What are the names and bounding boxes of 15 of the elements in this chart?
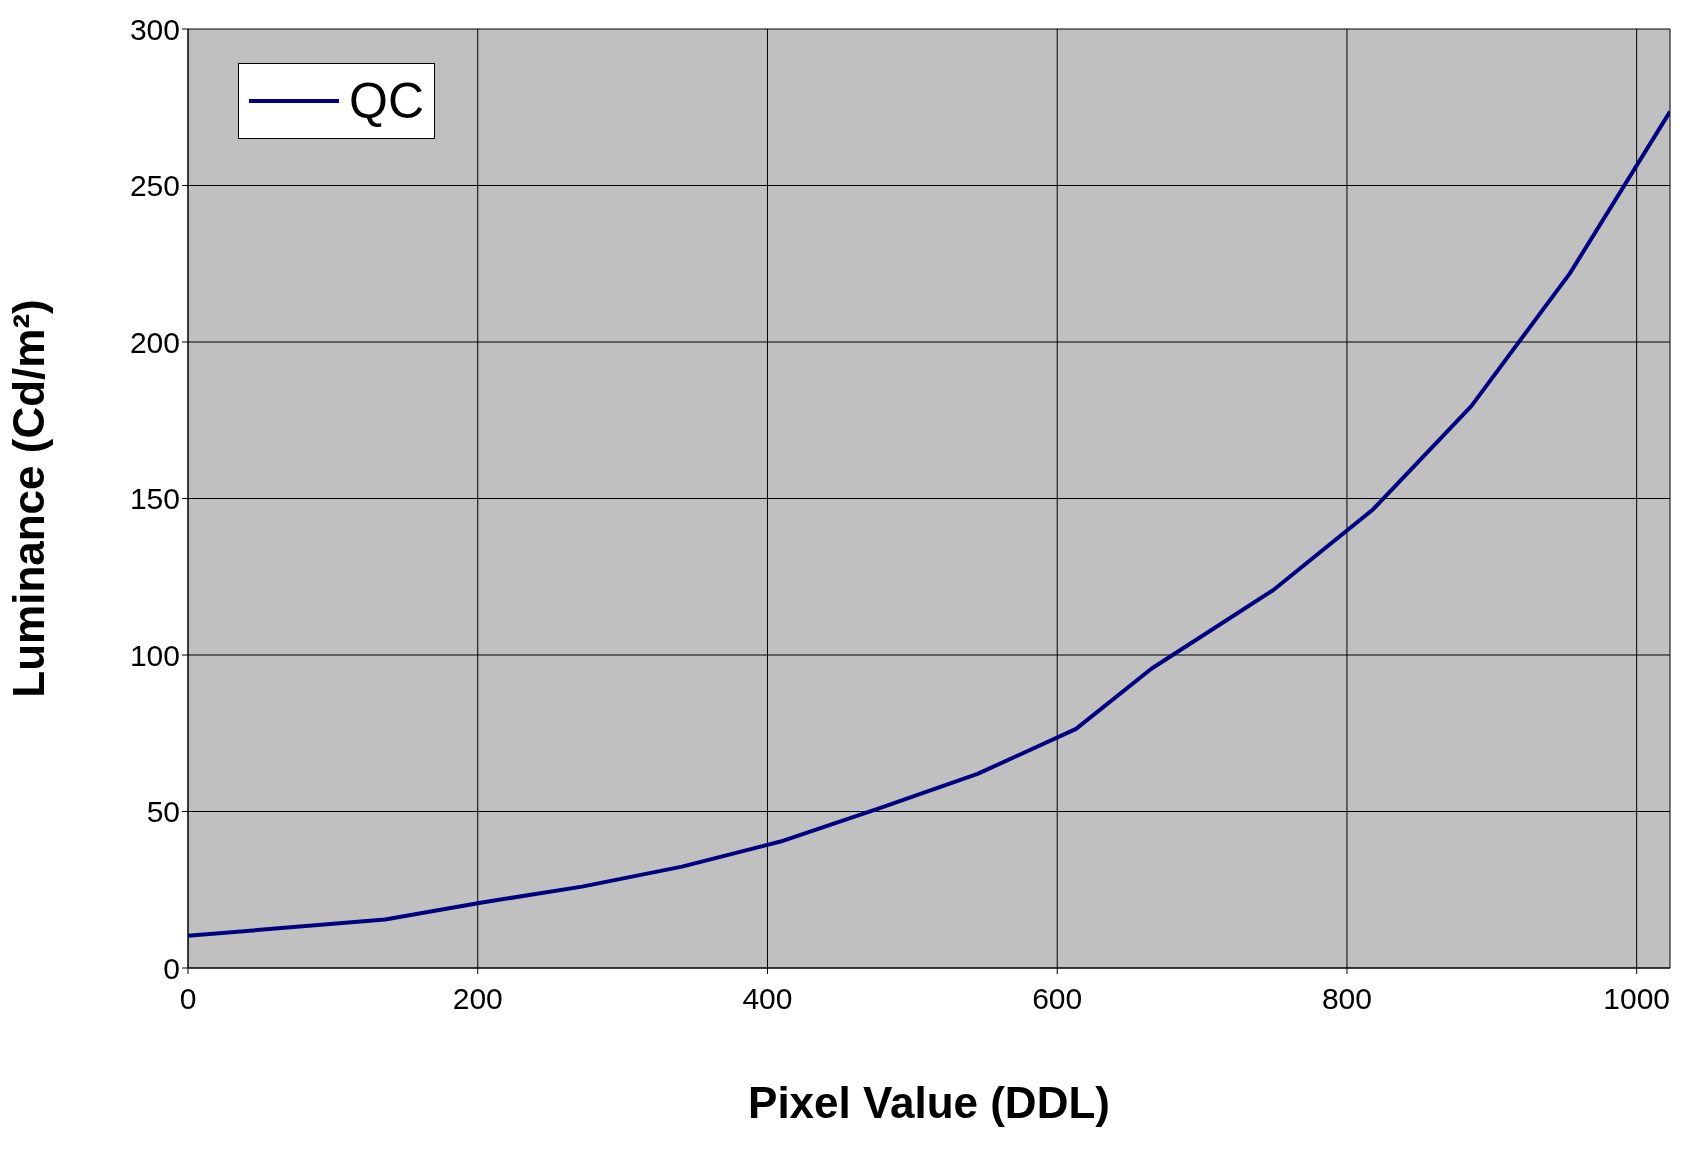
x-tick-label: 400 [742, 982, 793, 1016]
x-axis-title: Pixel Value (DDL) [748, 1078, 1110, 1127]
y-tick-label: 300 [129, 12, 180, 46]
y-tick-label: 50 [146, 795, 180, 829]
x-tick-label: 600 [1032, 982, 1083, 1016]
x-tick-label: 200 [452, 982, 503, 1016]
y-axis-title: Luminance (Cd/m²) [3, 299, 53, 698]
y-tick-label: 200 [129, 325, 180, 359]
y-tick-label: 0 [163, 951, 180, 985]
y-tick-label: 100 [129, 638, 180, 672]
x-tick-label: 800 [1321, 982, 1372, 1016]
legend-label: QC [349, 72, 424, 130]
y-tick-label: 150 [129, 482, 180, 516]
x-tick-label: 1000 [1603, 982, 1671, 1016]
y-tick-label: 250 [129, 169, 180, 203]
